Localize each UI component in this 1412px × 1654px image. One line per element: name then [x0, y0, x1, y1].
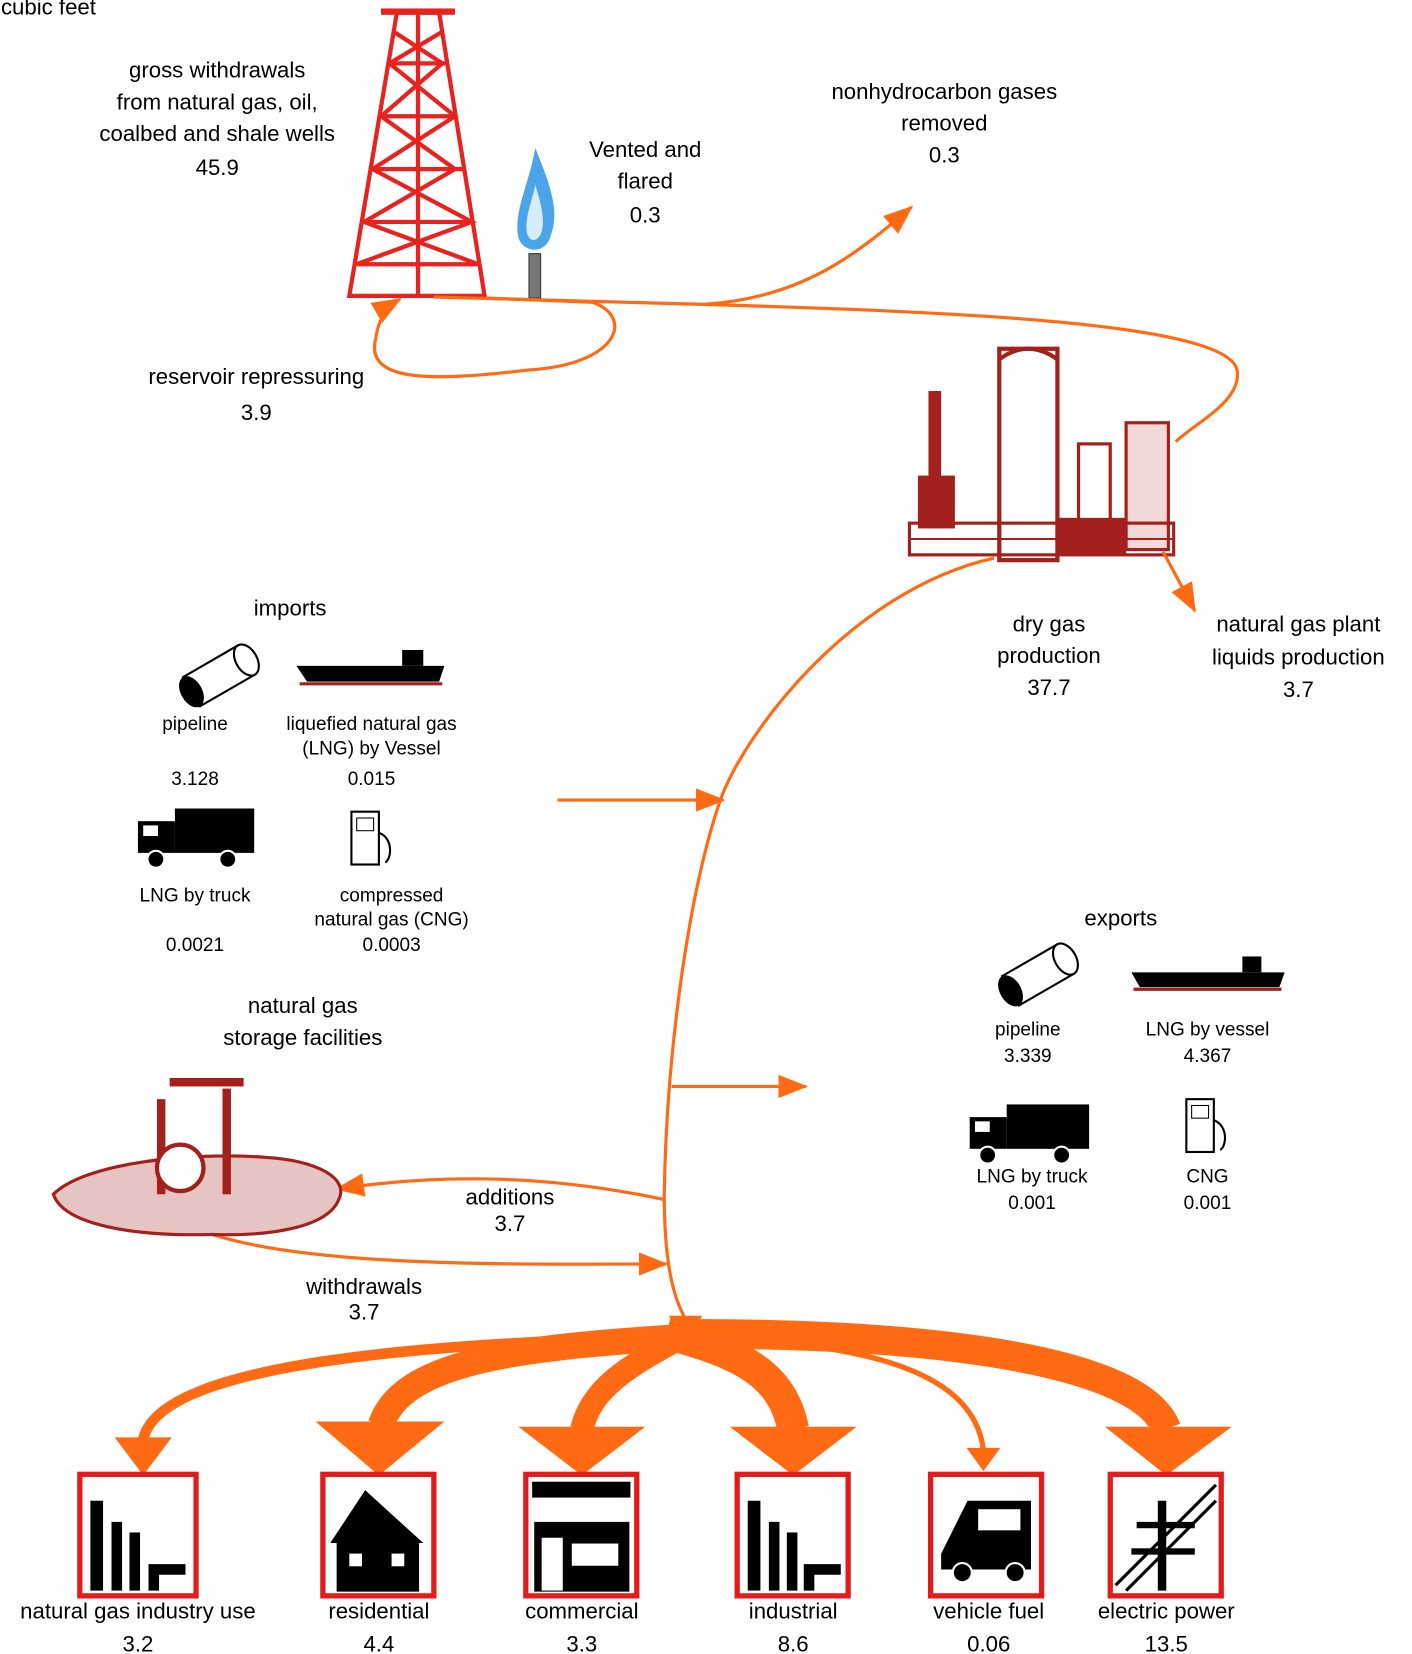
node-value: 3.128	[171, 769, 219, 790]
import-icons	[137, 643, 445, 869]
plant-icon	[907, 346, 1176, 563]
node-value: 37.7	[1027, 675, 1070, 700]
node-label: dry gas	[1013, 612, 1086, 637]
flow-label: withdrawals	[305, 1274, 422, 1299]
sector-label: electric power	[1098, 1599, 1235, 1624]
units-label: trillion cubic feet	[0, 0, 96, 19]
node-label: coalbed and shale wells	[99, 121, 335, 146]
node-value: 0.3	[630, 203, 661, 228]
sector-label: industrial	[749, 1599, 838, 1624]
flow-value: 3.7	[349, 1300, 380, 1325]
node-value: 4.367	[1184, 1046, 1232, 1067]
flow-value: 3.7	[495, 1211, 526, 1236]
sector-value: 0.06	[967, 1631, 1010, 1654]
node-label: liquefied natural gas	[286, 714, 456, 735]
node-value: 0.015	[348, 769, 396, 790]
node-label: pipeline	[995, 1019, 1061, 1040]
node-label: removed	[901, 111, 987, 136]
node-value: 0.0021	[166, 935, 224, 956]
node-label: storage facilities	[223, 1025, 382, 1050]
node-label: flared	[617, 169, 673, 194]
node-label: production	[997, 643, 1101, 668]
sector-value: 13.5	[1145, 1631, 1188, 1654]
node-label: from natural gas, oil,	[117, 89, 318, 114]
node-label: CNG	[1186, 1166, 1228, 1187]
node-label: compressed	[340, 885, 444, 906]
export-icons	[969, 942, 1285, 1165]
node-label: nonhydrocarbon gases	[831, 79, 1057, 104]
node-label: LNG by truck	[977, 1166, 1088, 1187]
node-label: LNG by vessel	[1146, 1019, 1270, 1040]
derrick-icon	[346, 8, 488, 299]
node-label: gross withdrawals	[129, 58, 305, 83]
sector-label: residential	[328, 1599, 429, 1624]
sector-label: commercial	[525, 1599, 638, 1624]
sector-value: 3.2	[123, 1631, 154, 1654]
node-label: liquids production	[1212, 644, 1385, 669]
sector-label: vehicle fuel	[933, 1599, 1044, 1624]
node-value: 0.3	[929, 142, 960, 167]
node-label: (LNG) by Vessel	[302, 738, 440, 759]
node-value: 0.001	[1008, 1193, 1056, 1214]
node-label: LNG by truck	[140, 885, 251, 906]
sector-value: 3.3	[566, 1631, 597, 1654]
node-value: 0.001	[1184, 1193, 1232, 1214]
node-value: 3.339	[1004, 1046, 1052, 1067]
node-label: Vented and	[589, 137, 701, 162]
node-label: natural gas	[248, 993, 358, 1018]
node-value: 45.9	[196, 155, 239, 180]
flare-icon	[517, 147, 555, 299]
node-label: pipeline	[162, 714, 228, 735]
node-label: natural gas (CNG)	[314, 910, 468, 931]
node-label: natural gas plant	[1216, 612, 1380, 637]
sector-label: natural gas industry use	[20, 1599, 256, 1624]
consumer-icons	[77, 1471, 1224, 1599]
node-label: reservoir repressuring	[148, 364, 364, 389]
node-value: 3.7	[1283, 677, 1314, 702]
node-value: 0.0003	[362, 935, 420, 956]
node-value: 3.9	[241, 400, 272, 425]
sector-value: 4.4	[363, 1631, 394, 1654]
storage-icon	[51, 1078, 343, 1237]
section-title: exports	[1084, 905, 1157, 930]
sector-value: 8.6	[778, 1631, 809, 1654]
flows	[114, 205, 1239, 1476]
section-title: imports	[254, 596, 327, 621]
flow-label: additions	[466, 1184, 555, 1209]
